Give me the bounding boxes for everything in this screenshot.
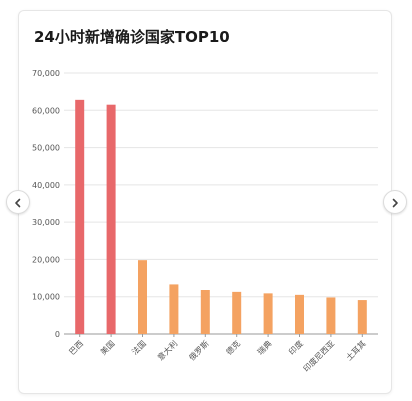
y-tick-label: 60,000 [32,106,60,115]
prev-button[interactable] [6,190,30,214]
bar [295,294,304,334]
x-tick-label: 巴西 [67,339,85,357]
y-tick-label: 20,000 [32,255,60,264]
x-tick-label: 法国 [130,338,148,356]
bar [200,290,210,334]
chart-title: 24小时新增确诊国家TOP10 [34,28,230,46]
y-tick-label: 10,000 [32,293,60,302]
bar [106,104,116,334]
bar [169,284,179,334]
y-tick-label: 40,000 [32,181,60,190]
x-tick-label: 印度尼西亚 [301,338,336,373]
x-tick-label: 德克 [224,338,242,356]
bar [263,293,273,334]
y-tick-label: 0 [55,330,60,339]
x-tick-label: 瑞典 [255,338,273,356]
bar [75,99,85,335]
bar [232,291,242,334]
x-tick-label: 美国 [98,338,116,356]
x-tick-label: 印度 [287,338,305,356]
bar [357,300,367,334]
y-tick-label: 50,000 [32,144,60,153]
x-tick-label: 俄罗斯 [187,338,211,362]
x-tick-label: 土耳其 [344,338,368,362]
chevron-left-icon [13,193,23,212]
chevron-right-icon [390,193,400,212]
x-tick-label: 意大利 [155,338,179,362]
bar [138,260,147,334]
y-tick-label: 30,000 [32,218,60,227]
y-tick-label: 70,000 [32,69,60,78]
next-button[interactable] [383,190,407,214]
bar [326,297,336,334]
